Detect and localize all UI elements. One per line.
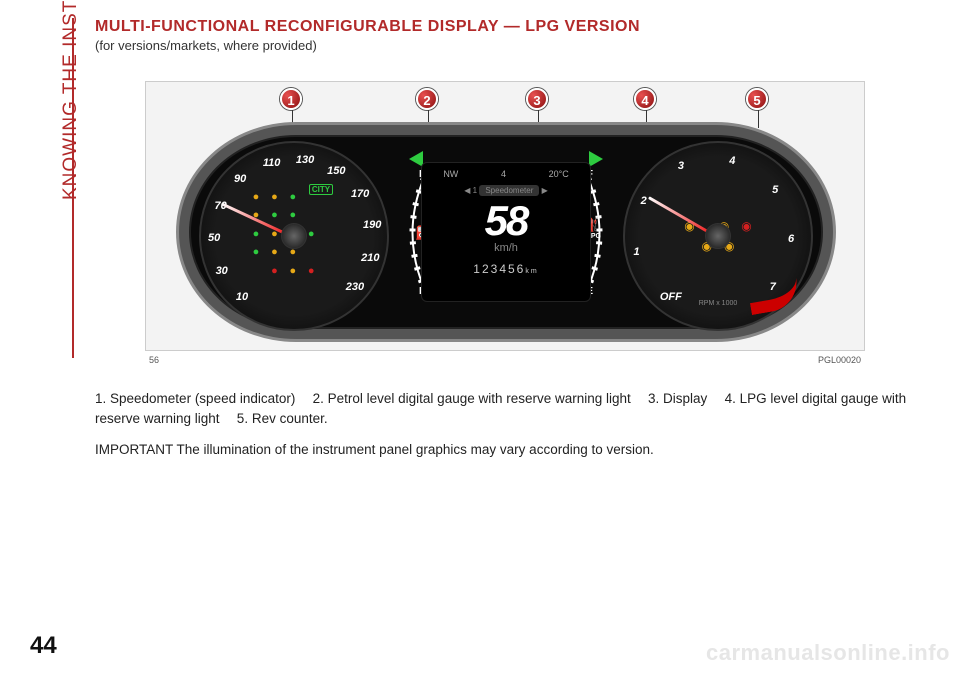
outside-temp: 20°C: [549, 169, 569, 179]
speedometer-hub: [281, 223, 307, 249]
menu-index: 1: [473, 186, 477, 195]
compass-value: NW: [443, 169, 458, 179]
figure-caption-row: 56 PGL00020: [145, 355, 865, 365]
legend-note: IMPORTANT The illumination of the instru…: [95, 440, 910, 460]
center-top-bar: NW 4 20°C: [422, 169, 590, 179]
digital-speed: 58: [422, 200, 590, 242]
callout-badge-5: 5: [746, 88, 768, 110]
dial-tick: 2: [641, 195, 647, 207]
figure-code: PGL00020: [818, 355, 861, 365]
dial-tick: 90: [234, 173, 246, 185]
dial-tick: 110: [263, 157, 281, 169]
page-number: 44: [30, 632, 57, 660]
legend-items: 1. Speedometer (speed indicator) 2. Petr…: [95, 389, 910, 428]
dial-tick: 1: [634, 246, 640, 258]
page-content: MULTI-FUNCTIONAL RECONFIGURABLE DISPLAY …: [95, 18, 930, 472]
warning-light-icon: ◉: [741, 219, 751, 233]
dial-tick: 190: [363, 219, 381, 231]
warning-light-icon: ●: [267, 265, 281, 277]
turn-right-icon: [589, 151, 603, 167]
warning-light-icon: ●: [267, 191, 281, 203]
figure-number: 56: [149, 355, 159, 365]
instrument-cluster-figure: 12345 F E ⛽: [145, 81, 865, 351]
odometer-value: 123456: [473, 262, 525, 276]
dial-tick: 6: [788, 233, 794, 245]
callout-line: [758, 110, 759, 128]
warning-light-icon: [323, 209, 337, 221]
warning-light-icon: [323, 246, 337, 258]
callout-badge-1: 1: [280, 88, 302, 110]
warning-light-icon: ●: [304, 265, 318, 277]
dial-tick: 30: [216, 265, 228, 277]
dial-tick: 210: [361, 252, 379, 264]
warning-light-icon: [304, 209, 318, 221]
section-label: KNOWING THE INSTRUMENT PANEL: [60, 0, 82, 200]
figure-wrap: 12345 F E ⛽: [145, 81, 865, 365]
warning-light-icon: [323, 265, 337, 277]
rpm-label: RPM x 1000: [699, 300, 738, 307]
cluster-face: F E ⛽ F E ⛽ LPG: [189, 135, 823, 329]
warning-light-icon: ●: [249, 191, 263, 203]
warning-light-icon: [323, 228, 337, 240]
callout-badge-4: 4: [634, 88, 656, 110]
legend-block: 1. Speedometer (speed indicator) 2. Petr…: [95, 389, 930, 460]
menu-row: ◀ 1 Speedometer ▶: [422, 181, 590, 196]
warning-light-icon: ●: [267, 209, 281, 221]
page-title: MULTI-FUNCTIONAL RECONFIGURABLE DISPLAY …: [95, 18, 930, 36]
callout-badge-3: 3: [526, 88, 548, 110]
dial-tick: 170: [351, 188, 369, 200]
warning-light-icon: ●: [249, 228, 263, 240]
dial-tick: 3: [678, 160, 684, 172]
speed-unit: km/h: [422, 242, 590, 254]
odometer: 123456km: [422, 262, 590, 276]
page-subtitle: (for versions/markets, where provided): [95, 38, 930, 53]
warning-light-icon: ●: [286, 191, 300, 203]
tachometer-hub: [705, 223, 731, 249]
dial-tick: OFF: [660, 291, 682, 303]
warning-light-icon: ●: [286, 209, 300, 221]
dial-tick: 130: [296, 154, 314, 166]
warning-light-icon: ●: [249, 246, 263, 258]
warning-light-icon: ●: [267, 246, 281, 258]
warning-light-icon: [304, 246, 318, 258]
speedometer-dial: 1030507090110130150170190210230 ●●●●●●●●…: [199, 141, 389, 331]
gear-value: 4: [501, 169, 506, 179]
center-display: NW 4 20°C ◀ 1 Speedometer ▶ 58 km/h 1234…: [421, 162, 591, 302]
cluster-bezel: F E ⛽ F E ⛽ LPG: [176, 122, 836, 342]
tacho-redzone: [747, 277, 801, 315]
warning-light-icon: ●: [286, 265, 300, 277]
dial-tick: 150: [327, 165, 345, 177]
dial-tick: 10: [236, 291, 248, 303]
watermark: carmanualsonline.info: [706, 640, 950, 666]
callout-badge-2: 2: [416, 88, 438, 110]
dial-tick: 5: [772, 184, 778, 196]
odometer-unit: km: [525, 268, 538, 275]
city-mode-icon: CITY: [309, 184, 333, 195]
dial-tick: 50: [208, 232, 220, 244]
tachometer-dial: OFF1234567 ◉ ◉◉◉◉ RPM x 1000: [623, 141, 813, 331]
dial-tick: 4: [729, 155, 735, 167]
warning-light-icon: [249, 265, 263, 277]
dial-tick: 230: [346, 281, 364, 293]
menu-label: Speedometer: [479, 185, 539, 196]
